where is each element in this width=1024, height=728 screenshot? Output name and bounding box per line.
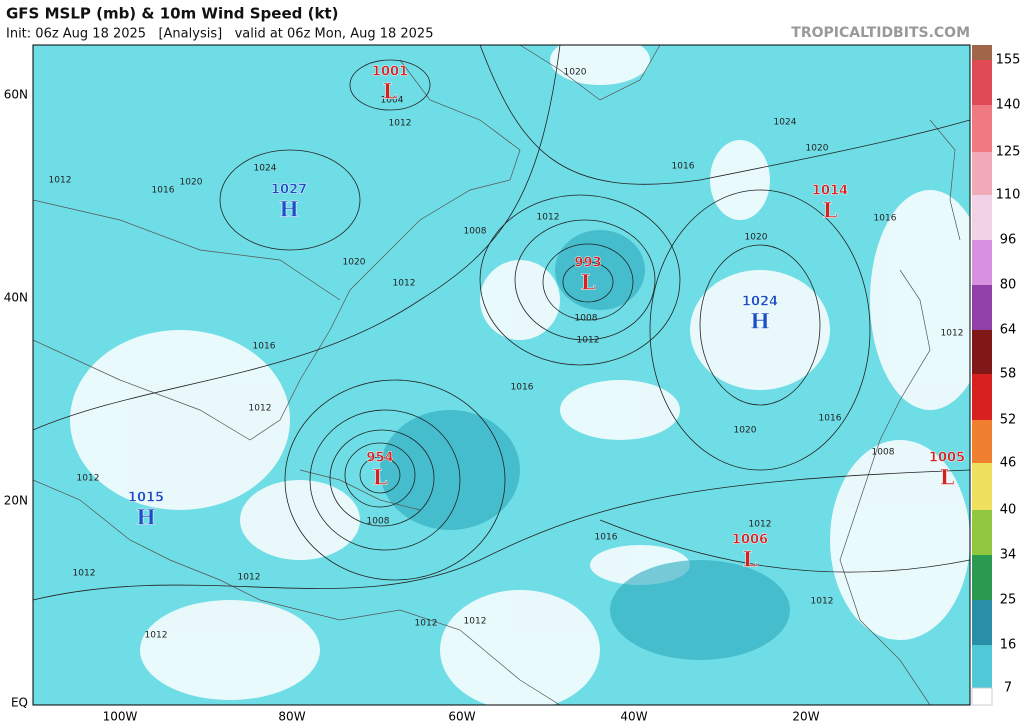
map-frame bbox=[32, 44, 971, 706]
isobar-label: 1012 bbox=[77, 474, 100, 484]
isobar-label: 1020 bbox=[734, 426, 757, 436]
isobar-label: 1016 bbox=[819, 414, 842, 424]
isobar-label: 1012 bbox=[49, 176, 72, 186]
isobar-label: 1020 bbox=[343, 258, 366, 268]
isobar-label: 1016 bbox=[511, 383, 534, 393]
map-area: 1020 1004 1012 1024 1020 1016 1024 1012 1016 1020… bbox=[33, 45, 970, 705]
isobar-label: 1024 bbox=[254, 164, 277, 174]
isobar-label: 1012 bbox=[73, 569, 96, 579]
axis-labels: 60N 40N 20N EQ 100W 80W 60W 40W 20W 155 140 125 110 9… bbox=[4, 53, 1021, 724]
colorbar-label: 52 bbox=[1000, 413, 1017, 428]
isobar-label: 1012 bbox=[464, 617, 487, 627]
colorbar-label: 110 bbox=[996, 188, 1021, 203]
colorbar-label: 125 bbox=[996, 145, 1021, 160]
isobar-label: 1020 bbox=[180, 178, 203, 188]
colorbar-label: 64 bbox=[1000, 323, 1017, 338]
isobar-label: 1012 bbox=[415, 619, 438, 629]
colorbar-label: 16 bbox=[1000, 638, 1017, 653]
isobar-label: 1008 bbox=[575, 314, 598, 324]
center-pressure: 1027 bbox=[271, 183, 307, 198]
center-pressure: 993 bbox=[574, 256, 601, 271]
isobar-label: 1012 bbox=[389, 119, 412, 129]
isobar-label: 1012 bbox=[238, 573, 261, 583]
center-pressure: 1005 bbox=[929, 451, 965, 466]
colorbar-label: 7 bbox=[1004, 681, 1012, 696]
lat-label: 20N bbox=[4, 494, 28, 508]
strong-wind-areas bbox=[380, 230, 790, 660]
subtitle: Init: 06z Aug 18 2025 [Analysis] valid a… bbox=[6, 27, 433, 42]
colorbar-label: 34 bbox=[1000, 548, 1017, 563]
center-pressure: 1024 bbox=[742, 295, 778, 310]
colorbar-label: 25 bbox=[1000, 593, 1017, 608]
pressure-centers: 1001L1027H1015H993L1024H1014L954L1005L10… bbox=[128, 64, 966, 572]
isobar-label: 1012 bbox=[537, 213, 560, 223]
isobar-label: 1016 bbox=[595, 533, 618, 543]
center-type: H bbox=[279, 197, 299, 222]
colorbar-label: 80 bbox=[1000, 278, 1017, 293]
center-type: L bbox=[383, 79, 398, 104]
lat-label: 40N bbox=[4, 291, 28, 305]
isobar-labels: 1020 1004 1012 1024 1020 1016 1024 1012 1016 1020… bbox=[49, 68, 964, 641]
isobar-label: 1012 bbox=[577, 336, 600, 346]
coastlines bbox=[33, 45, 961, 705]
center-type: L bbox=[743, 547, 758, 572]
isobar-label: 1008 bbox=[464, 227, 487, 237]
isobar-label: 1016 bbox=[672, 162, 695, 172]
center-pressure: 1001 bbox=[372, 65, 408, 80]
colorbar-label: 40 bbox=[1000, 503, 1017, 518]
isobar-label: 1020 bbox=[806, 144, 829, 154]
lat-label: 60N bbox=[4, 88, 28, 102]
isobar-label: 1020 bbox=[745, 233, 768, 243]
isobar-label: 1012 bbox=[249, 404, 272, 414]
isobar-label: 1016 bbox=[152, 186, 175, 196]
isobar-label: 1008 bbox=[367, 517, 390, 527]
colorbar-label: 140 bbox=[996, 98, 1021, 113]
isobar-label: 1012 bbox=[393, 279, 416, 289]
center-type: L bbox=[581, 270, 596, 295]
center-type: L bbox=[373, 465, 388, 490]
isobar-label: 1020 bbox=[564, 68, 587, 78]
isobar-label: 1016 bbox=[253, 342, 276, 352]
colorbar-label: 58 bbox=[1000, 367, 1017, 382]
isobar-label: 1008 bbox=[872, 448, 895, 458]
isobar-label: 1012 bbox=[145, 631, 168, 641]
isobars bbox=[33, 45, 970, 601]
lon-label: 40W bbox=[620, 710, 647, 724]
center-pressure: 1015 bbox=[128, 491, 164, 506]
isobar-label: 1016 bbox=[874, 214, 897, 224]
colorbar bbox=[971, 45, 993, 706]
colorbar-label: 155 bbox=[996, 53, 1021, 68]
colorbar-label: 96 bbox=[1000, 233, 1017, 248]
isobar-label: 1012 bbox=[811, 597, 834, 607]
isobar-label: 1004 bbox=[381, 96, 404, 106]
center-pressure: 954 bbox=[366, 451, 393, 466]
source: TROPICALTIDBITS.COM bbox=[791, 25, 970, 41]
lon-label: 20W bbox=[792, 710, 819, 724]
isobar-label: 1012 bbox=[749, 520, 772, 530]
lon-label: 100W bbox=[103, 710, 138, 724]
title: GFS MSLP (mb) & 10m Wind Speed (kt) bbox=[6, 5, 338, 23]
lon-label: 80W bbox=[278, 710, 305, 724]
lon-label: 60W bbox=[448, 710, 475, 724]
center-type: H bbox=[750, 309, 770, 334]
center-type: H bbox=[136, 505, 156, 530]
center-pressure: 1014 bbox=[812, 184, 848, 199]
isobar-label: 1012 bbox=[941, 329, 964, 339]
colorbar-label: 46 bbox=[1000, 456, 1017, 471]
center-type: L bbox=[823, 198, 838, 223]
lat-label: EQ bbox=[11, 696, 28, 710]
center-pressure: 1006 bbox=[732, 533, 768, 548]
isobar-label: 1024 bbox=[774, 118, 797, 128]
center-type: L bbox=[940, 465, 955, 490]
